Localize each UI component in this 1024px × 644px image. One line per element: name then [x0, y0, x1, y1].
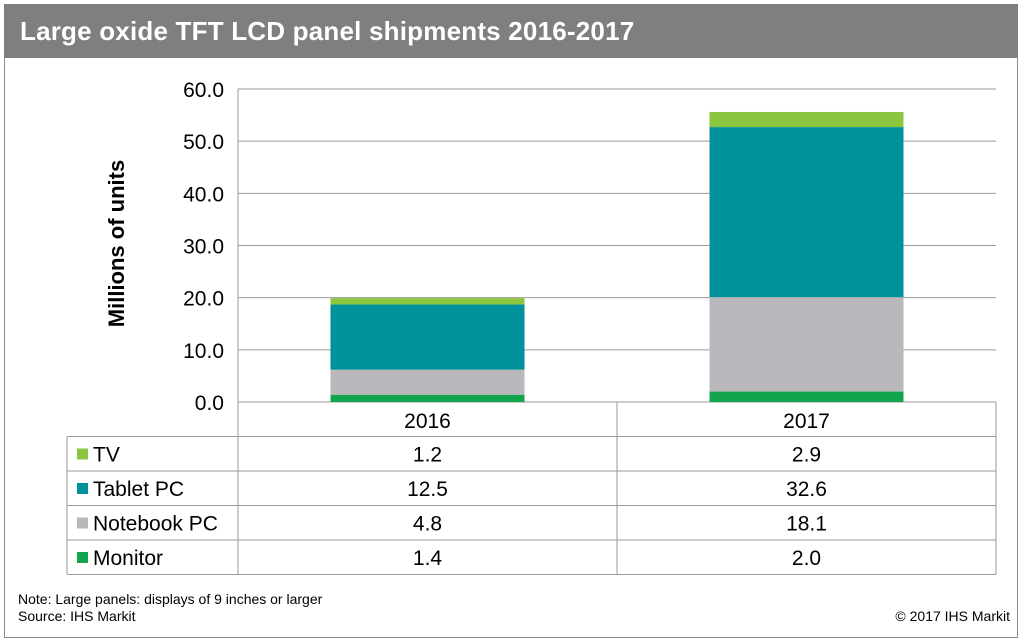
data-label: 2.0 [792, 547, 821, 570]
y-tick-label: 50.0 [183, 131, 224, 154]
legend-label-monitor: Monitor [93, 547, 163, 570]
footnote: Note: Large panels: displays of 9 inches… [18, 591, 323, 607]
bar-notebook-pc-2016 [330, 369, 525, 395]
source-note: Source: IHS Markit [18, 608, 136, 624]
copyright-note: © 2017 IHS Markit [895, 608, 1010, 624]
data-label: 32.6 [786, 478, 827, 501]
x-tick-label: 2017 [783, 410, 830, 433]
y-tick-label: 40.0 [183, 183, 224, 206]
title-bar: Large oxide TFT LCD panel shipments 2016… [4, 4, 1018, 58]
legend-label-notebook-pc: Notebook PC [93, 513, 218, 536]
x-tick-label: 2016 [404, 410, 451, 433]
legend-swatch-notebook-pc [77, 517, 88, 529]
data-label: 12.5 [407, 478, 448, 501]
legend-swatch-tablet-pc [77, 483, 88, 494]
data-label: 1.4 [413, 547, 443, 570]
bar-tablet-pc-2017 [709, 127, 904, 298]
data-label: 1.2 [413, 444, 442, 467]
y-tick-label: 20.0 [183, 288, 224, 311]
data-label: 2.9 [792, 444, 821, 467]
y-tick-label: 30.0 [183, 236, 224, 259]
legend-swatch-monitor [77, 552, 88, 563]
bar-tv-2016 [330, 298, 525, 305]
y-tick-label: 60.0 [183, 79, 224, 102]
bar-monitor-2016 [330, 394, 525, 402]
bar-tv-2017 [709, 111, 904, 128]
y-axis-title: Millions of units [104, 160, 129, 327]
legend-swatch-tv [77, 448, 88, 460]
data-label: 18.1 [786, 513, 827, 536]
legend-label-tablet-pc: Tablet PC [93, 478, 184, 501]
y-tick-label: 0.0 [195, 392, 224, 415]
data-label: 4.8 [413, 513, 442, 536]
y-tick-label: 10.0 [183, 340, 224, 363]
bar-monitor-2017 [709, 391, 904, 402]
legend-label-tv: TV [93, 444, 120, 467]
bar-tablet-pc-2016 [330, 304, 525, 370]
bar-notebook-pc-2017 [709, 297, 904, 392]
chart-title: Large oxide TFT LCD panel shipments 2016… [20, 16, 635, 46]
